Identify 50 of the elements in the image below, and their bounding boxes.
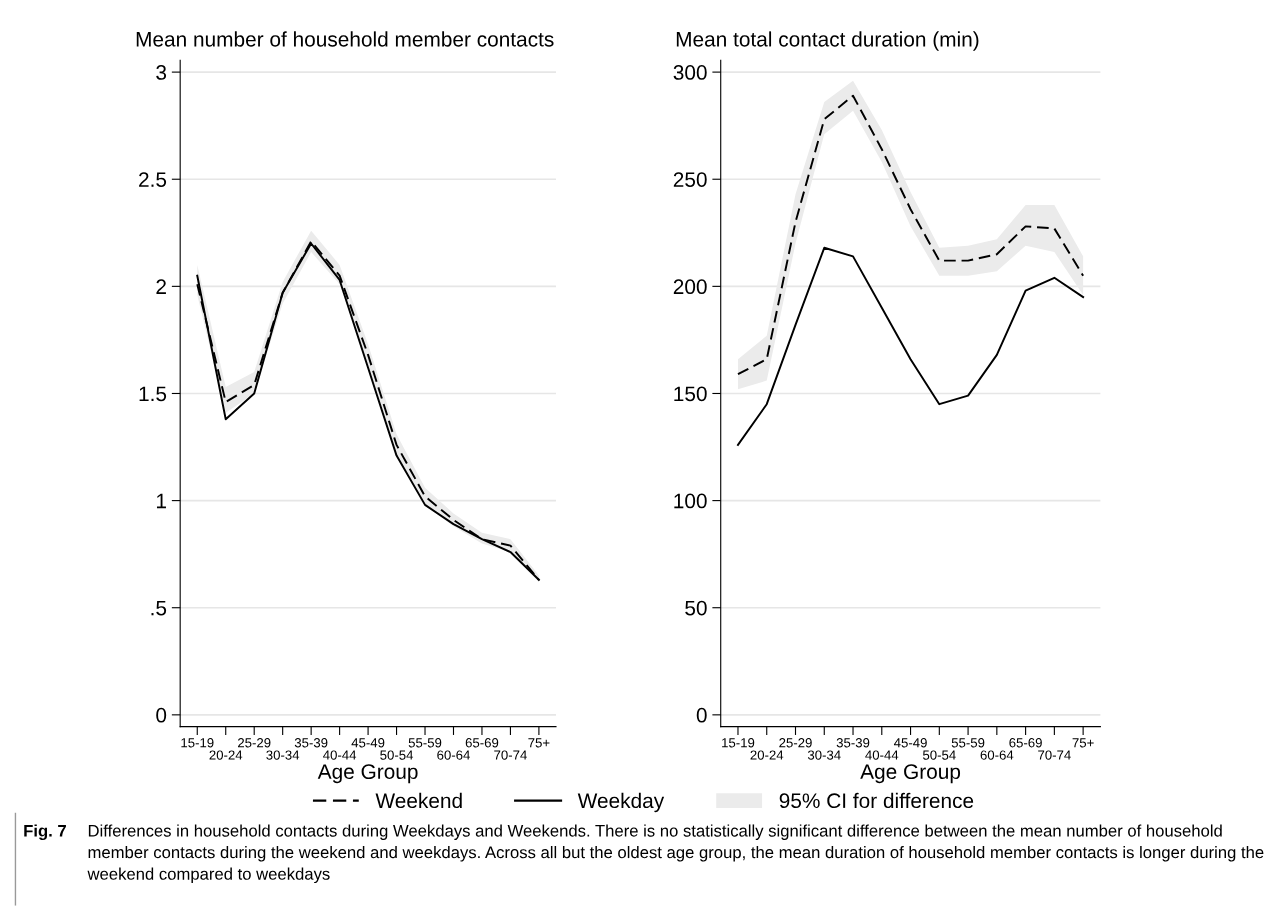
caption: Fig. 7 bbox=[24, 824, 66, 841]
y-tick-label: 2.5 bbox=[139, 172, 167, 187]
x-tick-label: 45-49 bbox=[351, 738, 385, 748]
x-tick-label: 20-24 bbox=[750, 750, 784, 760]
y-tick-label: 0 bbox=[156, 707, 167, 723]
x-tick-label: 30-34 bbox=[807, 750, 841, 760]
x-tick-label: 60-64 bbox=[980, 750, 1014, 760]
x-tick-label: 50-54 bbox=[922, 750, 956, 760]
x-tick-label: 25-29 bbox=[237, 738, 271, 748]
x-tick-label: 35-39 bbox=[836, 738, 870, 748]
y-tick-label: 250 bbox=[673, 172, 707, 187]
legend-label: 95% CI for difference bbox=[779, 792, 974, 809]
legend-label: Weekend bbox=[375, 792, 462, 809]
text: Differences in household contacts during Weekdays and Weekends. There is no statistically significant difference between the mean number of household member contacts during the weekend and weekdays. Across all but the oldest age group, the mean duration of household member contacts is longer during the weekend compared to weekdays bbox=[87, 824, 1264, 884]
y-tick-label: 300 bbox=[673, 65, 707, 80]
y-tick-label: 200 bbox=[673, 279, 707, 295]
x-tick-label: 60-64 bbox=[437, 750, 470, 760]
y-tick-label: 150 bbox=[674, 386, 707, 402]
x-tick-label: 75+ bbox=[528, 738, 550, 748]
x-tick-label: 55-59 bbox=[951, 738, 985, 748]
chart-title: Mean number of household member contacts bbox=[136, 31, 554, 47]
x-tick-label: 65-69 bbox=[1009, 738, 1042, 748]
chart-title: Mean total contact duration (min) bbox=[676, 31, 979, 51]
y-tick-label: 0 bbox=[696, 707, 707, 723]
y-tick-label: 1.5 bbox=[139, 386, 167, 402]
legend-label: Weekday bbox=[577, 792, 665, 813]
x-tick-label: 15-19 bbox=[181, 738, 214, 748]
y-tick-label: 50 bbox=[685, 600, 707, 616]
x-tick-label: 15-19 bbox=[722, 738, 755, 748]
x-axis-title: Age Group bbox=[860, 764, 961, 784]
x-tick-label: 75+ bbox=[1072, 738, 1094, 748]
x-tick-label: 70-74 bbox=[1038, 750, 1071, 760]
x-tick-label: 40-44 bbox=[865, 750, 899, 760]
x-tick-label: 70-74 bbox=[494, 750, 527, 760]
y-tick-label: 2 bbox=[156, 279, 166, 294]
y-tick-label: 1 bbox=[156, 493, 166, 509]
y-tick-label: .5 bbox=[151, 600, 167, 616]
y-tick-label: 3 bbox=[156, 65, 167, 80]
x-axis-title: Age Group bbox=[317, 764, 418, 784]
x-tick-label: 40-44 bbox=[323, 750, 357, 760]
line-series bbox=[737, 246, 1085, 446]
x-tick-label: 35-39 bbox=[294, 738, 328, 748]
x-tick-label: 25-29 bbox=[779, 738, 812, 748]
x-tick-label: 30-34 bbox=[266, 750, 300, 760]
x-tick-label: 20-24 bbox=[209, 750, 243, 760]
x-tick-label: 45-49 bbox=[893, 738, 927, 748]
x-tick-label: 50-54 bbox=[380, 750, 414, 760]
y-tick-label: 100 bbox=[674, 493, 707, 509]
x-tick-label: 65-69 bbox=[465, 738, 499, 748]
x-tick-label: 55-59 bbox=[408, 738, 442, 748]
